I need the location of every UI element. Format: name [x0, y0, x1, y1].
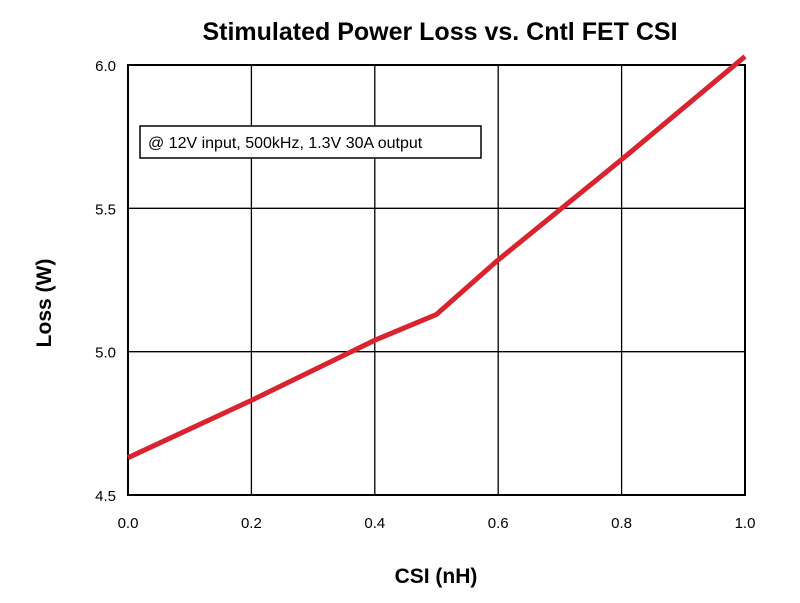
annotation-text: @ 12V input, 500kHz, 1.3V 30A output	[148, 135, 423, 152]
series-layer	[126, 54, 747, 460]
x-tick-label: 0.0	[118, 515, 139, 532]
plot-frame	[127, 64, 746, 496]
x-tick-label: 0.6	[488, 515, 509, 532]
series-line	[126, 54, 747, 460]
x-tick-label: 1.0	[735, 515, 756, 532]
y-tick-label: 5.0	[95, 345, 116, 362]
x-tick-label: 0.8	[611, 515, 632, 532]
axis-ticks: 0.0 0.2 0.4 0.6 0.8 1.0 4.5 5.0 5.5 6.0	[95, 58, 755, 532]
y-tick-label: 6.0	[95, 58, 116, 75]
chart-title: Stimulated Power Loss vs. Cntl FET CSI	[202, 18, 677, 46]
x-axis-label: CSI (nH)	[395, 565, 478, 588]
y-axis-label: Loss (W)	[33, 259, 56, 348]
annotation-box: @ 12V input, 500kHz, 1.3V 30A output	[139, 125, 482, 159]
y-tick-label: 5.5	[95, 201, 116, 218]
y-tick-label: 4.5	[95, 488, 116, 505]
x-tick-label: 0.2	[241, 515, 262, 532]
x-tick-label: 0.4	[364, 515, 385, 532]
annotation-box-border	[139, 125, 482, 159]
